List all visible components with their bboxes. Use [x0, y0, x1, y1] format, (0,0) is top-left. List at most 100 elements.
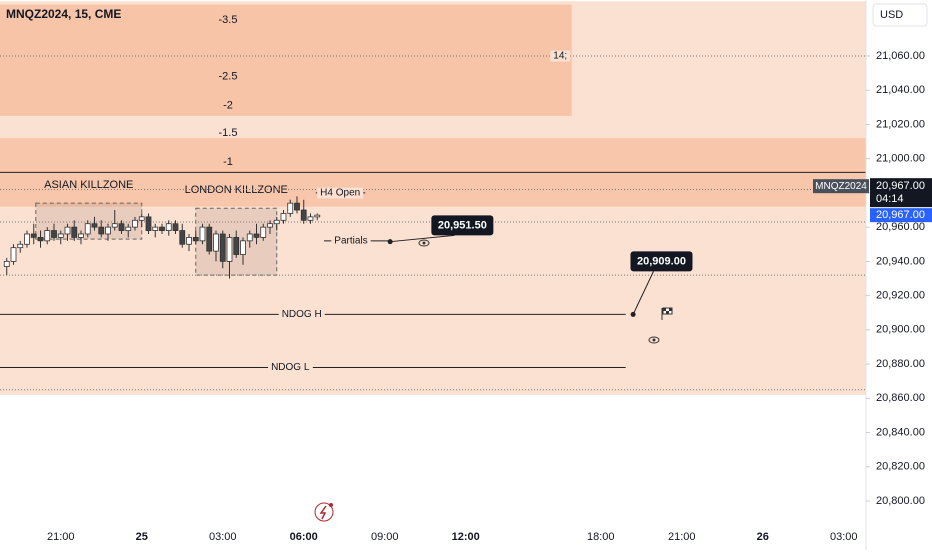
candle-body	[91, 223, 98, 228]
candle-body	[206, 226, 213, 252]
candle-body	[273, 219, 280, 225]
flag-icon[interactable]	[661, 307, 673, 320]
candle-body	[287, 202, 294, 214]
candle-body	[192, 237, 199, 242]
candle-body	[10, 247, 17, 262]
candle-body	[37, 237, 44, 242]
callout-box	[630, 251, 693, 272]
price-tag-label: 20,967.00	[876, 180, 925, 192]
candle-body	[24, 233, 30, 245]
fib-label: -1.5	[219, 127, 238, 139]
currency[interactable]: USD	[880, 9, 903, 21]
x-tick-label: 25	[136, 531, 148, 543]
level-label: NDOG H	[282, 309, 322, 320]
candle-body	[152, 226, 159, 231]
candle-body	[17, 243, 24, 249]
x-tick-label: 12:00	[452, 531, 480, 543]
callout-label: 20,909.00	[637, 255, 686, 267]
candle-body	[246, 233, 253, 242]
candle-body	[84, 223, 91, 235]
candle-body	[145, 216, 152, 231]
y-tick-label: 21,000.00	[876, 153, 925, 165]
candle-body	[111, 223, 118, 228]
candle-body	[44, 230, 51, 242]
symbol-tag	[813, 179, 869, 194]
y-tick-label: 20,920.00	[876, 290, 925, 302]
fib-label: -2	[223, 100, 233, 112]
candle-body	[138, 216, 145, 221]
candle-body	[159, 226, 165, 231]
currency-box[interactable]	[872, 3, 928, 27]
y-tick-label: 20,880.00	[876, 358, 925, 370]
y-tick-label: 20,860.00	[876, 392, 925, 404]
callout-label: 20,951.50	[438, 219, 487, 231]
event-icon[interactable]	[314, 502, 334, 522]
killzone-label: LONDON KILLZONE	[185, 184, 288, 196]
level-label-bg	[268, 362, 313, 374]
candle-body	[260, 226, 267, 238]
fib-label: -1	[223, 156, 233, 168]
candle-body	[105, 226, 111, 235]
level-label-bg	[317, 187, 364, 199]
candle-body	[118, 223, 125, 231]
candle-body	[71, 226, 78, 238]
candle-body	[213, 233, 219, 252]
level-label-bg	[278, 309, 325, 321]
candle-body	[226, 237, 233, 262]
x-tick-label: 09:00	[371, 531, 399, 543]
symbol-tag-label: MNQZ2024	[815, 181, 867, 192]
level-label: 14;	[553, 51, 567, 62]
candle-body	[280, 213, 287, 221]
candle-body	[240, 240, 246, 255]
killzone-label: ASIAN KILLZONE	[44, 179, 133, 191]
candle-body	[233, 237, 240, 255]
countdown: 04:14	[876, 193, 904, 205]
x-tick-label: 03:00	[209, 531, 237, 543]
level-label: NDOG L	[271, 362, 310, 373]
candle-body	[307, 216, 314, 221]
y-tick-label: 21,040.00	[876, 84, 925, 96]
candle-body	[78, 233, 84, 238]
y-tick-label: 20,940.00	[876, 255, 925, 267]
y-tick-label: 20,900.00	[876, 324, 925, 336]
candle-body	[64, 226, 71, 235]
level-label-bg	[550, 50, 571, 62]
callout-point	[387, 239, 393, 245]
y-tick-label: 20,820.00	[876, 461, 925, 473]
callout-box	[431, 215, 494, 236]
candle-body	[57, 233, 64, 238]
candle-body	[199, 226, 206, 242]
y-tick-label: 20,800.00	[876, 495, 925, 507]
x-tick-label: 21:00	[668, 531, 696, 543]
candle-body	[125, 226, 132, 231]
level-label-bg	[331, 235, 371, 247]
candle-body	[98, 226, 105, 235]
candle-body	[172, 223, 179, 231]
x-tick-label: 26	[757, 531, 769, 543]
price-tag	[870, 178, 932, 208]
candle-body	[3, 260, 10, 267]
candle-body	[314, 214, 321, 218]
y-tick-label: 21,060.00	[876, 50, 925, 62]
callout-leader	[632, 271, 654, 315]
fib-label: -3.5	[219, 14, 238, 26]
y-tick-label: 20,960.00	[876, 221, 925, 233]
x-tick-label: 21:00	[47, 531, 75, 543]
callout-leader	[390, 234, 455, 243]
candle-body	[165, 223, 172, 231]
candle-body	[294, 202, 300, 211]
callout-point	[630, 311, 636, 317]
candle-body	[30, 233, 37, 238]
candle-body	[179, 230, 186, 245]
level-label: H4 Open	[320, 188, 360, 199]
eye-icon[interactable]	[418, 239, 430, 247]
y-tick-label: 20,840.00	[876, 426, 925, 438]
price-tag-label: 20,967.00	[876, 209, 925, 221]
chart-title: MNQZ2024, 15, CME	[6, 7, 121, 21]
level-label: Partials	[334, 235, 367, 246]
candle-body	[219, 233, 226, 262]
plot-area: -3.5 -2.5 -2 -1.5 -1 ASIAN KILLZONE LONDON KIL…	[0, 1, 866, 395]
eye-icon[interactable]	[648, 336, 660, 344]
y-tick-label: 21,020.00	[876, 118, 925, 130]
